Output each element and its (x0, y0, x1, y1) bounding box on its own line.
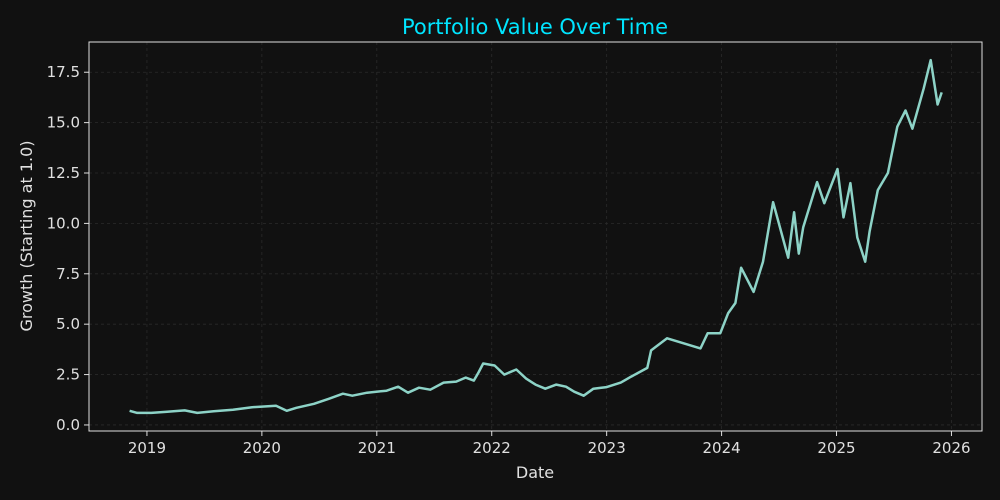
y-axis-label: Growth (Starting at 1.0) (17, 140, 36, 331)
plot-area (129, 58, 943, 415)
y-tick-label: 7.5 (56, 265, 80, 283)
x-tick-label: 2024 (703, 439, 741, 457)
y-tick-label: 15.0 (47, 114, 80, 132)
x-tick-label: 2021 (358, 439, 396, 457)
y-tick-label: 17.5 (47, 63, 80, 81)
y-axis: 0.0 2.5 5.0 7.5 10.0 12.5 15.0 17.5 (47, 63, 89, 434)
series-line (129, 58, 943, 415)
axes-frame (88, 41, 983, 432)
y-tick-label: 12.5 (47, 164, 80, 182)
x-tick-label: 2023 (588, 439, 626, 457)
y-tick-label: 0.0 (56, 416, 80, 434)
x-tick-label: 2019 (128, 439, 166, 457)
x-tick-label: 2026 (932, 439, 970, 457)
x-axis-label: Date (516, 463, 554, 482)
y-tick-label: 10.0 (47, 214, 80, 232)
x-tick-label: 2025 (817, 439, 855, 457)
y-tick-label: 2.5 (56, 366, 80, 384)
y-tick-label: 5.0 (56, 315, 80, 333)
x-axis: 2019 2020 2021 2022 2023 2024 2025 2026 (128, 431, 971, 457)
x-tick-label: 2020 (243, 439, 281, 457)
x-tick-label: 2022 (473, 439, 511, 457)
chart-title: Portfolio Value Over Time (402, 15, 668, 39)
